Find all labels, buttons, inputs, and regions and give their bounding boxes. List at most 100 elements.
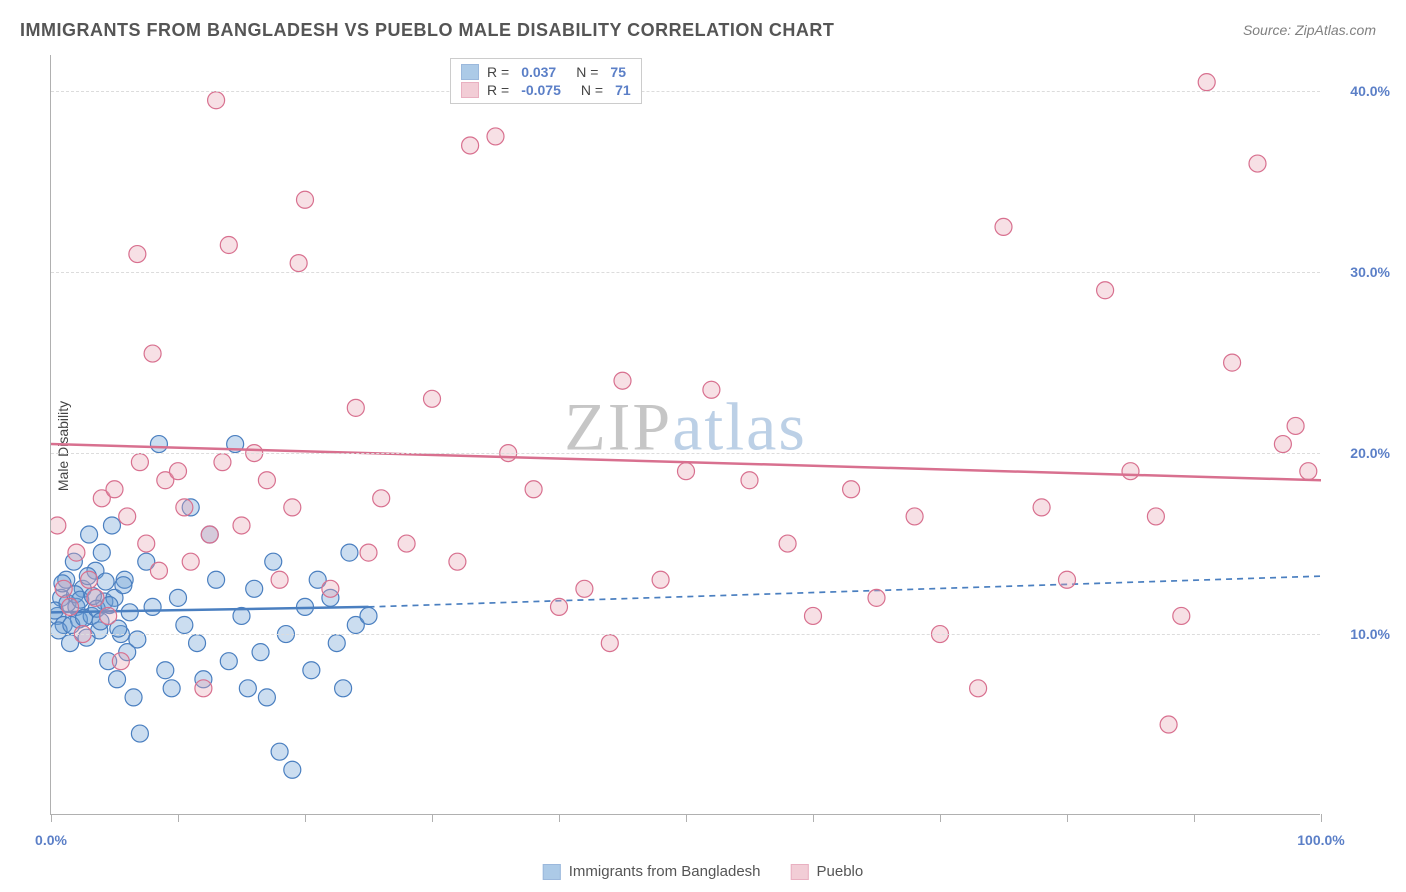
x-tick xyxy=(686,814,687,822)
legend-r-label: R = xyxy=(487,64,509,80)
gridline xyxy=(51,91,1320,92)
data-point xyxy=(805,607,822,624)
y-tick-label: 40.0% xyxy=(1350,83,1390,99)
data-point xyxy=(906,508,923,525)
trendline-dashed xyxy=(369,576,1322,607)
gridline xyxy=(51,634,1320,635)
data-point xyxy=(1033,499,1050,516)
data-point xyxy=(170,463,187,480)
data-point xyxy=(97,573,114,590)
x-tick xyxy=(1321,814,1322,822)
data-point xyxy=(176,617,193,634)
data-point xyxy=(109,671,126,688)
data-point xyxy=(373,490,390,507)
data-point xyxy=(995,218,1012,235)
data-point xyxy=(208,92,225,109)
data-point xyxy=(106,481,123,498)
data-point xyxy=(189,635,206,652)
legend-top: R =0.037 N =75R =-0.075 N =71 xyxy=(450,58,642,104)
x-tick xyxy=(559,814,560,822)
data-point xyxy=(208,571,225,588)
chart-container: IMMIGRANTS FROM BANGLADESH VS PUEBLO MAL… xyxy=(0,0,1406,892)
data-point xyxy=(195,680,212,697)
data-point xyxy=(233,517,250,534)
gridline xyxy=(51,272,1320,273)
legend-swatch xyxy=(791,864,809,880)
data-point xyxy=(360,544,377,561)
legend-n-label: N = xyxy=(581,82,603,98)
data-point xyxy=(246,580,263,597)
data-point xyxy=(163,680,180,697)
data-point xyxy=(252,644,269,661)
x-tick xyxy=(51,814,52,822)
legend-bottom-item: Immigrants from Bangladesh xyxy=(543,863,761,880)
data-point xyxy=(303,662,320,679)
legend-n-label: N = xyxy=(576,64,598,80)
data-point xyxy=(271,743,288,760)
data-point xyxy=(201,526,218,543)
x-tick-label: 0.0% xyxy=(35,832,67,848)
data-point xyxy=(214,454,231,471)
legend-swatch xyxy=(461,64,479,80)
plot-area: ZIPatlas 10.0%20.0%30.0%40.0%0.0%100.0% xyxy=(50,55,1320,815)
data-point xyxy=(62,598,79,615)
data-point xyxy=(271,571,288,588)
data-point xyxy=(1147,508,1164,525)
data-point xyxy=(131,725,148,742)
legend-swatch xyxy=(543,864,561,880)
legend-top-row: R =-0.075 N =71 xyxy=(461,81,631,99)
data-point xyxy=(220,653,237,670)
data-point xyxy=(81,571,98,588)
x-tick xyxy=(432,814,433,822)
data-point xyxy=(601,635,618,652)
data-point xyxy=(741,472,758,489)
data-point xyxy=(779,535,796,552)
data-point xyxy=(112,653,129,670)
data-point xyxy=(51,517,66,534)
data-point xyxy=(462,137,479,154)
y-tick-label: 30.0% xyxy=(1350,264,1390,280)
data-point xyxy=(265,553,282,570)
data-point xyxy=(1300,463,1317,480)
data-point xyxy=(93,544,110,561)
y-tick-label: 20.0% xyxy=(1350,445,1390,461)
data-point xyxy=(297,191,314,208)
data-point xyxy=(150,562,167,579)
legend-r-value: -0.075 xyxy=(521,82,561,98)
gridline xyxy=(51,453,1320,454)
data-point xyxy=(678,463,695,480)
data-point xyxy=(68,544,85,561)
data-point xyxy=(170,589,187,606)
data-point xyxy=(144,598,161,615)
data-point xyxy=(100,607,117,624)
data-point xyxy=(614,372,631,389)
data-point xyxy=(1287,417,1304,434)
data-point xyxy=(103,517,120,534)
chart-title: IMMIGRANTS FROM BANGLADESH VS PUEBLO MAL… xyxy=(20,20,834,41)
data-point xyxy=(525,481,542,498)
data-point xyxy=(487,128,504,145)
data-point xyxy=(258,689,275,706)
data-point xyxy=(576,580,593,597)
data-point xyxy=(1249,155,1266,172)
legend-n-value: 71 xyxy=(615,82,631,98)
data-point xyxy=(176,499,193,516)
x-tick xyxy=(813,814,814,822)
chart-svg xyxy=(51,55,1321,815)
data-point xyxy=(652,571,669,588)
data-point xyxy=(150,436,167,453)
data-point xyxy=(341,544,358,561)
data-point xyxy=(290,255,307,272)
x-tick xyxy=(940,814,941,822)
legend-bottom-item: Pueblo xyxy=(791,863,864,880)
data-point xyxy=(551,598,568,615)
data-point xyxy=(115,577,132,594)
data-point xyxy=(1122,463,1139,480)
data-point xyxy=(157,662,174,679)
data-point xyxy=(87,589,104,606)
data-point xyxy=(1198,74,1215,91)
data-point xyxy=(449,553,466,570)
data-point xyxy=(1059,571,1076,588)
data-point xyxy=(1224,354,1241,371)
data-point xyxy=(1097,282,1114,299)
